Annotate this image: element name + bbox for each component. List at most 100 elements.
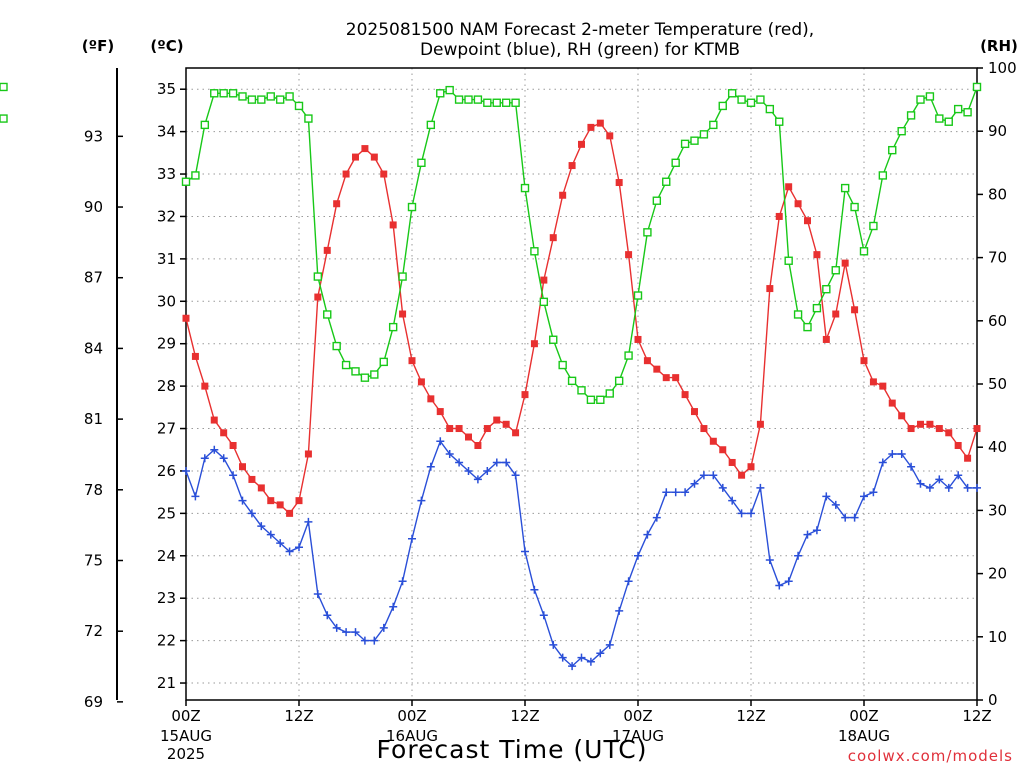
celsius-axis-label: (ºC) — [150, 37, 183, 55]
temperature-point — [851, 306, 859, 314]
rh-point — [436, 89, 445, 98]
rh-point — [238, 92, 247, 101]
rh-point — [0, 114, 8, 123]
celsius-axis: 21 22 23 24 25 26 27 28 29 30 31 32 33 34 35 — [157, 80, 186, 692]
temperature-point — [747, 463, 755, 471]
dewpoint-point — [549, 640, 558, 649]
dewpoint-point — [445, 450, 454, 458]
temperature-point — [954, 442, 962, 450]
rh-point — [407, 202, 417, 212]
dewpoint-point — [417, 496, 426, 505]
rh-point — [596, 395, 605, 404]
temperature-point — [417, 378, 425, 386]
celsius-tick-label: 28 — [157, 377, 176, 395]
celsius-tick-label: 32 — [157, 207, 176, 225]
rh-tick-label: 0 — [988, 691, 998, 709]
rh-point — [247, 95, 257, 104]
rh-point — [906, 111, 916, 120]
dewpoint-point — [191, 492, 200, 501]
rh-point — [944, 117, 953, 126]
temperature-point — [549, 234, 557, 242]
temperature-point — [756, 420, 764, 428]
dewpoint-point — [323, 611, 332, 620]
rh-point — [765, 104, 775, 114]
rh-point — [341, 360, 351, 370]
rh-point — [492, 98, 501, 107]
temperature-point — [926, 420, 934, 428]
dewpoint-point — [624, 577, 633, 586]
dewpoint-point — [398, 577, 407, 586]
dewpoint-point — [483, 467, 492, 475]
rh-tick-label: 90 — [988, 122, 1007, 140]
dewpoint-point — [247, 509, 256, 518]
rh-point — [511, 98, 520, 107]
temperature-point — [380, 170, 388, 178]
dewpoint-point — [935, 475, 944, 484]
temperature-point — [446, 425, 454, 433]
temperature-point — [502, 420, 510, 428]
celsius-tick-label: 29 — [157, 335, 176, 353]
rh-point — [935, 114, 944, 123]
time-tick-label: 00Z — [397, 707, 426, 725]
rh-point — [888, 145, 897, 155]
temperature-point — [804, 217, 811, 225]
temperature-point — [436, 408, 444, 416]
temperature-point — [907, 425, 915, 433]
temperature-point — [935, 425, 943, 433]
rh-point — [483, 98, 492, 107]
dewpoint-point — [765, 556, 774, 564]
celsius-tick-label: 26 — [157, 462, 176, 480]
time-tick-label: 12Z — [510, 707, 539, 725]
temperature-point — [342, 170, 350, 178]
dewpoint-point — [257, 522, 266, 531]
temperature-point — [295, 497, 303, 505]
temperature-point — [879, 382, 887, 390]
rh-point — [379, 357, 388, 367]
temperature-point — [869, 378, 877, 386]
rh-point — [501, 98, 511, 107]
fahrenheit-tick-label: 84 — [84, 339, 103, 357]
temperature-point — [333, 200, 341, 208]
temperature-point — [399, 310, 407, 318]
rh-point — [963, 108, 972, 117]
rh-point — [737, 95, 746, 104]
rh-point — [680, 139, 690, 149]
rh-point — [775, 117, 784, 126]
temperature-point — [559, 191, 567, 199]
rh-point — [690, 136, 699, 145]
rh-tick-label: 50 — [988, 375, 1007, 393]
fahrenheit-tick-label: 93 — [84, 127, 103, 145]
plot-frame — [185, 67, 978, 701]
time-tick-label: 00Z — [623, 707, 652, 725]
temperature-point — [973, 425, 981, 433]
temperature-point — [304, 450, 312, 458]
rh-point — [803, 322, 812, 332]
temperature-point — [286, 509, 294, 517]
dewpoint-point — [794, 551, 803, 560]
dewpoint-point — [558, 653, 567, 662]
rh-point — [793, 310, 803, 319]
chart-title-line2: Dewpoint (blue), RH (green) for KTMB — [420, 40, 740, 60]
dewpoint-point — [728, 496, 737, 505]
temperature-point — [945, 429, 953, 437]
temperature-point — [220, 429, 228, 437]
temperature-point — [389, 221, 397, 229]
time-tick-label: 12Z — [284, 707, 313, 725]
rh-point — [699, 130, 709, 139]
dewpoint-point — [370, 636, 379, 645]
temperature-point — [201, 382, 209, 390]
temperature-point — [822, 335, 830, 343]
rh-point — [953, 104, 963, 114]
temperature-point — [210, 416, 218, 424]
dewpoint-point — [878, 458, 887, 467]
dewpoint-point — [784, 577, 793, 586]
temperature-point — [832, 310, 840, 318]
rh-point — [652, 196, 662, 205]
dewpoint-point — [888, 450, 897, 458]
temperature-point — [267, 497, 275, 505]
dewpoint-point — [521, 547, 529, 556]
celsius-tick-label: 25 — [157, 504, 176, 522]
dewpoint-point — [747, 509, 755, 518]
celsius-tick-label: 30 — [157, 292, 176, 310]
